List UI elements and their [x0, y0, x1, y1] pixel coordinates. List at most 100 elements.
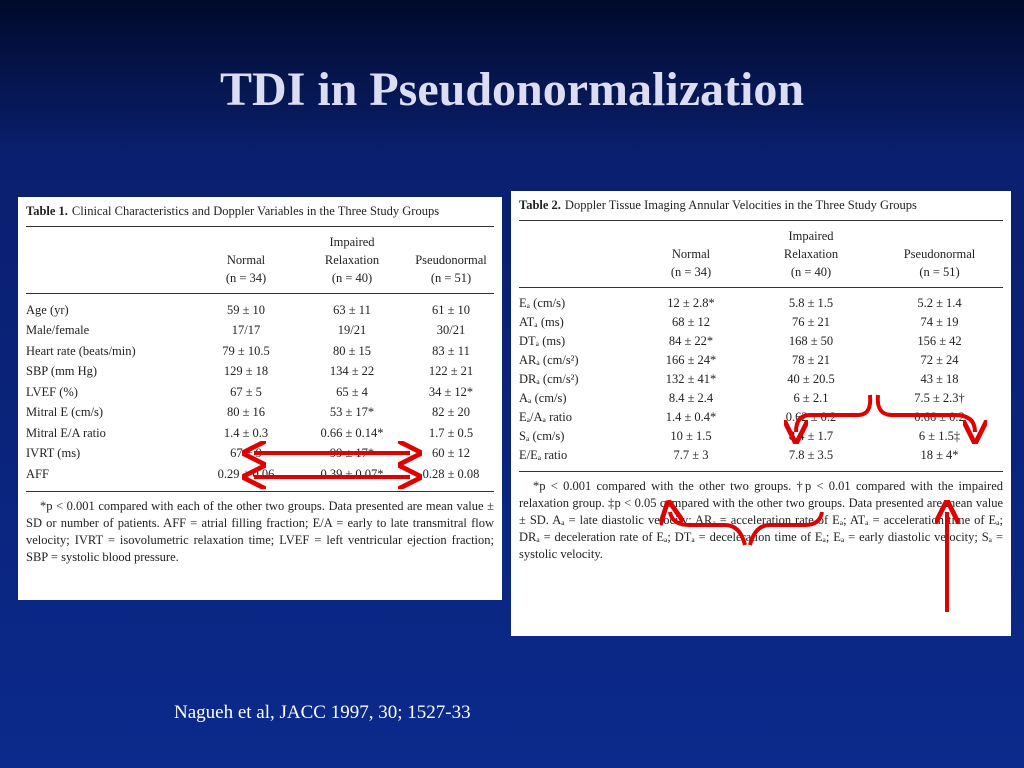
slide-title: TDI in Pseudonormalization: [219, 63, 805, 116]
group-size: (n = 51): [430, 271, 472, 285]
row-label: E/Eₐ ratio: [519, 446, 636, 472]
table-row: Mitral E/A ratio 1.4 ± 0.3 0.66 ± 0.14* 1.7…: [26, 423, 494, 444]
cell: 53 ± 17*: [329, 405, 375, 420]
group-name: Impaired Relaxation: [324, 235, 380, 267]
group-name: Impaired Relaxation: [783, 229, 839, 261]
row-label: Heart rate (beats/min): [26, 343, 136, 358]
row-label: SBP (mm Hg): [26, 364, 98, 379]
cell: 34 ± 12*: [428, 384, 474, 399]
row-label: LVEF (%): [26, 384, 78, 399]
header-cell: [26, 227, 196, 294]
cell: 17/17: [231, 323, 261, 338]
group-size: (n = 40): [790, 265, 832, 279]
group-name: Normal: [671, 247, 711, 261]
table-row: Age (yr) 59 ± 10 63 ± 11 61 ± 10: [26, 294, 494, 321]
cell: 5.8 ± 1.5: [788, 296, 834, 310]
cell: 19/21: [337, 323, 367, 338]
table-head: Normal (n = 34) Impaired Relaxation (n = 40…: [519, 221, 1003, 288]
row-label: Eₐ/Aₐ ratio: [519, 410, 573, 424]
caption-text: Doppler Tissue Imaging Annular Velocitie…: [564, 198, 917, 212]
cell: 7.7 ± 3: [636, 446, 746, 472]
header-cell: Impaired Relaxation (n = 40): [296, 227, 408, 294]
group-name: Pseudonormal: [415, 253, 487, 267]
cell: 134 ± 22: [329, 364, 375, 379]
cell: 156 ± 42: [917, 334, 962, 348]
group-size: (n = 34): [225, 271, 267, 285]
cell: 80 ± 16: [226, 405, 266, 420]
table-row: Mitral E (cm/s) 80 ± 16 53 ± 17* 82 ± 20: [26, 403, 494, 424]
cell: 7.8 ± 3.5: [746, 446, 876, 472]
cell: 122 ± 21: [428, 364, 474, 379]
header-row: Normal (n = 34) Impaired Relaxation (n = 40…: [26, 227, 494, 294]
row-label: IVRT (ms): [26, 446, 81, 461]
row-label: AFF: [26, 464, 196, 492]
table-row: ARₐ (cm/s²) 166 ± 24* 78 ± 21 72 ± 24: [519, 351, 1003, 370]
table-row: E/Eₐ ratio 7.7 ± 3 7.8 ± 3.5 18 ± 4*: [519, 446, 1003, 472]
cell: 7.5 ± 2.3†: [914, 391, 965, 405]
cell: 60 ± 12: [431, 446, 471, 461]
table-row: Heart rate (beats/min) 79 ± 10.5 80 ± 15 83…: [26, 341, 494, 362]
table-row: ATₐ (ms) 68 ± 12 76 ± 21 74 ± 19: [519, 313, 1003, 332]
table-caption: Table 2. Doppler Tissue Imaging Annular V…: [519, 197, 1003, 221]
footnote: *p < 0.001 compared with each of the oth…: [26, 498, 494, 564]
cell: 59 ± 10: [226, 302, 266, 317]
cell: 132 ± 41*: [665, 372, 717, 386]
cell: 61 ± 10: [431, 302, 471, 317]
cell: 76 ± 21: [791, 315, 831, 329]
cell: 0.28 ± 0.08: [408, 464, 494, 492]
header-cell: Normal (n = 34): [636, 221, 746, 288]
cell: 6 ± 1.5‡: [918, 429, 961, 443]
cell: 168 ± 50: [788, 334, 834, 348]
caption-text: Clinical Characteristics and Doppler Var…: [71, 204, 440, 218]
row-label: Male/female: [26, 323, 90, 338]
row-label: DTₐ (ms): [519, 334, 566, 348]
header-row: Normal (n = 34) Impaired Relaxation (n = 40…: [519, 221, 1003, 288]
cell: 68 ± 12: [671, 315, 711, 329]
cell: 43 ± 18: [920, 372, 959, 386]
group-size: (n = 51): [919, 265, 960, 279]
header-cell: Normal (n = 34): [196, 227, 296, 294]
cell: 5.2 ± 1.4: [917, 296, 962, 310]
cell: 8.4 ± 2.4: [668, 391, 714, 405]
row-label: Eₐ (cm/s): [519, 296, 566, 310]
table-label: Table 1.: [26, 204, 68, 218]
table-head: Normal (n = 34) Impaired Relaxation (n = 40…: [26, 227, 494, 294]
cell: 1.7 ± 0.5: [428, 425, 474, 440]
cell: 1.4 ± 0.3: [223, 425, 269, 440]
group-size: (n = 40): [331, 271, 373, 285]
cell: 10 ± 1.5: [670, 429, 712, 443]
table-row: Male/female 17/17 19/21 30/21: [26, 321, 494, 342]
cell: 80 ± 15: [332, 343, 372, 358]
table-row: DTₐ (ms) 84 ± 22* 168 ± 50 156 ± 42: [519, 332, 1003, 351]
table-row: Aₐ (cm/s) 8.4 ± 2.4 6 ± 2.1 7.5 ± 2.3†: [519, 389, 1003, 408]
table-caption: Table 1. Clinical Characteristics and Dop…: [26, 203, 494, 227]
cell: 0.66 ± 0.14*: [320, 425, 384, 440]
citation: Nagueh et al, JACC 1997, 30; 1527-33: [174, 702, 471, 723]
row-label: Age (yr): [26, 302, 69, 317]
cell: 78 ± 21: [791, 353, 831, 367]
row-label: Aₐ (cm/s): [519, 391, 567, 405]
cell: 74 ± 19: [920, 315, 959, 329]
header-cell: Pseudonormal (n = 51): [876, 221, 1003, 288]
table-row: DRₐ (cm/s²) 132 ± 41* 40 ± 20.5 43 ± 18: [519, 370, 1003, 389]
row-label: DRₐ (cm/s²): [519, 372, 579, 386]
cell: 129 ± 18: [223, 364, 269, 379]
cell: 67 ± 5: [230, 384, 262, 399]
row-label: Sₐ (cm/s): [519, 429, 565, 443]
cell: 72 ± 24: [920, 353, 959, 367]
row-label: ARₐ (cm/s²): [519, 353, 579, 367]
table-row: LVEF (%) 67 ± 5 65 ± 4 34 ± 12*: [26, 382, 494, 403]
table-row: SBP (mm Hg) 129 ± 18 134 ± 22 122 ± 21: [26, 362, 494, 383]
cell: 84 ± 22*: [668, 334, 714, 348]
cell: 63 ± 11: [333, 302, 371, 317]
cell: 18 ± 4*: [876, 446, 1003, 472]
cell: 12 ± 2.8*: [667, 296, 715, 310]
row-label: Mitral E/A ratio: [26, 425, 106, 440]
footnote: *p < 0.001 compared with the other two g…: [519, 479, 1003, 561]
cell: 30/21: [436, 323, 466, 338]
table-row: Eₐ (cm/s) 12 ± 2.8* 5.8 ± 1.5 5.2 ± 1.4: [519, 288, 1003, 314]
cell: 1.4 ± 0.4*: [665, 410, 717, 424]
table-1: Table 1. Clinical Characteristics and Dop…: [18, 197, 502, 600]
